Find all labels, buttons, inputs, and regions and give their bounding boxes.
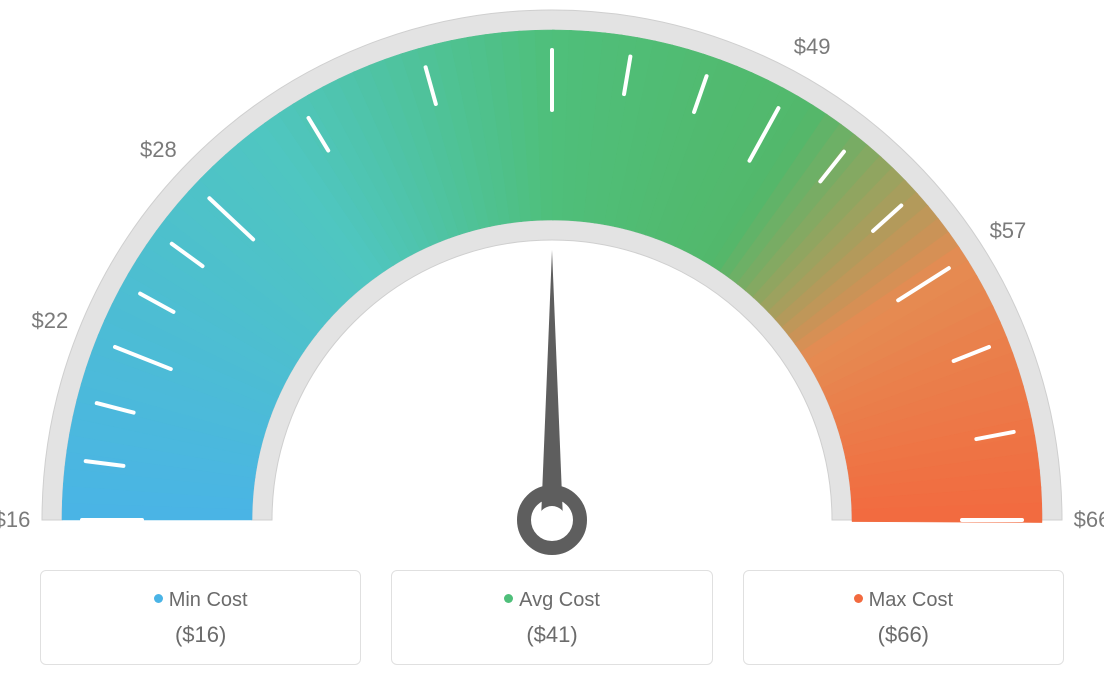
- gauge-tick-label: $28: [140, 137, 177, 163]
- dot-icon: [854, 594, 863, 603]
- gauge-chart: $16$22$28$41$49$57$66: [0, 0, 1104, 570]
- legend-min-label: Min Cost: [169, 589, 248, 611]
- dot-icon: [504, 594, 513, 603]
- dot-icon: [154, 594, 163, 603]
- gauge-tick-label: $22: [32, 308, 69, 334]
- legend-title-max: Max Cost: [754, 589, 1053, 612]
- gauge-svg: [0, 0, 1104, 570]
- gauge-tick-label: $16: [0, 507, 30, 533]
- gauge-tick-label: $57: [990, 218, 1027, 244]
- legend-card-min: Min Cost ($16): [40, 570, 361, 665]
- legend-row: Min Cost ($16) Avg Cost ($41) Max Cost (…: [0, 570, 1104, 690]
- gauge-tick-label: $66: [1074, 507, 1104, 533]
- legend-card-avg: Avg Cost ($41): [391, 570, 712, 665]
- legend-title-avg: Avg Cost: [402, 589, 701, 612]
- legend-max-label: Max Cost: [869, 589, 953, 611]
- legend-avg-value: ($41): [402, 622, 701, 648]
- legend-min-value: ($16): [51, 622, 350, 648]
- legend-avg-label: Avg Cost: [519, 589, 600, 611]
- gauge-tick-label: $49: [794, 34, 831, 60]
- legend-card-max: Max Cost ($66): [743, 570, 1064, 665]
- legend-title-min: Min Cost: [51, 589, 350, 612]
- legend-max-value: ($66): [754, 622, 1053, 648]
